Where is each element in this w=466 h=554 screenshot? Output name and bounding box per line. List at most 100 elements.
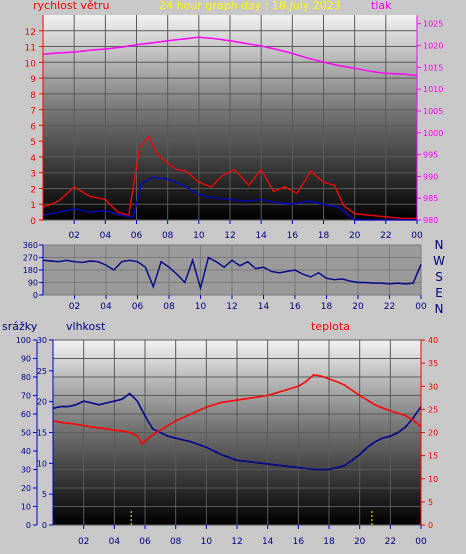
humidity-tick-label: 30 xyxy=(37,336,47,345)
wind-direction-line xyxy=(42,256,422,291)
wind-pressure-grid xyxy=(43,15,418,221)
precipitation-tick-label: 70 xyxy=(21,392,31,401)
x-tick-label: 04 xyxy=(100,231,112,241)
x-tick-label: 12 xyxy=(231,537,242,547)
x-tick-label: 06 xyxy=(132,302,144,312)
wind-speed-tick-label: 3 xyxy=(30,170,36,180)
humidity-axis-label: vlhkost xyxy=(66,320,106,333)
wind-speed-tick-label: 7 xyxy=(30,107,36,117)
x-tick-label: 18 xyxy=(318,231,330,241)
x-tick-label: 12 xyxy=(224,231,235,241)
compass-label: S xyxy=(435,270,443,284)
x-tick-label: 20 xyxy=(352,302,364,312)
x-tick-label: 04 xyxy=(100,302,112,312)
wind-speed-tick-label: 9 xyxy=(30,75,36,85)
precipitation-tick-label: 40 xyxy=(21,447,31,456)
pressure-tick-label: 1025 xyxy=(423,20,443,29)
humidity-tick-label: 20 xyxy=(37,398,47,407)
pressure-tick-label: 990 xyxy=(423,172,438,181)
wind-speed-tick-label: 1 xyxy=(30,201,36,211)
wind-pressure-series xyxy=(42,36,418,221)
wind-speed-tick-label: 12 xyxy=(25,28,36,38)
x-tick-label: 12 xyxy=(226,302,237,312)
x-tick-label: 00 xyxy=(415,302,427,312)
wind-pressure-x-ticks: 02 04 06 08 10 12 14 16 18 20 22 00 xyxy=(68,220,423,241)
precipitation-tick-label: 30 xyxy=(21,466,31,475)
x-tick-label: 00 xyxy=(411,231,423,241)
x-tick-label: 08 xyxy=(163,302,175,312)
pressure-tick-label: 1000 xyxy=(423,129,443,138)
x-tick-label: 02 xyxy=(78,537,89,547)
wind-pressure-title: 24 hour graph day : 18.July 2023 xyxy=(159,0,341,12)
wind-direction-x-ticks: 02 04 06 08 10 12 14 16 18 20 22 00 xyxy=(69,295,427,312)
direction-tick-label: 180 xyxy=(23,266,38,275)
x-tick-label: 00 xyxy=(415,537,427,547)
humidity-tick-label: 10 xyxy=(37,459,47,468)
humidity-tick-label: 0 xyxy=(42,521,47,530)
x-tick-label: 10 xyxy=(201,537,213,547)
x-tick-label: 16 xyxy=(293,537,305,547)
humidity-tick-label: 5 xyxy=(42,490,47,499)
wind-average-line xyxy=(42,176,417,221)
precipitation-tick-label: 50 xyxy=(21,429,31,438)
x-tick-label: 14 xyxy=(258,302,270,312)
wind-speed-tick-label: 2 xyxy=(30,185,36,195)
wind-speed-tick-label: 5 xyxy=(30,138,36,148)
wind-speed-tick-label: 10 xyxy=(25,59,37,69)
wind-speed-tick-label: 0 xyxy=(30,217,36,227)
pressure-tick-label: 995 xyxy=(423,151,438,160)
x-tick-label: 04 xyxy=(109,537,121,547)
temperature-ticks: 0 5 10 15 20 25 30 35 40 xyxy=(421,336,438,530)
compass-label: N xyxy=(435,238,444,252)
wind-direction-series xyxy=(42,256,422,291)
temperature-tick-label: 5 xyxy=(428,498,433,507)
temperature-tick-label: 15 xyxy=(428,452,438,461)
x-tick-label: 02 xyxy=(69,302,80,312)
temperature-tick-label: 40 xyxy=(428,336,438,345)
x-tick-label: 22 xyxy=(385,537,396,547)
humidity-temperature-panel: srážky vlhkost teplota 0 10 20 30 40 50 60 70 80… xyxy=(2,320,438,547)
compass-label: N xyxy=(435,302,444,316)
wind-speed-axis-label: rychlost větru xyxy=(33,0,109,12)
x-tick-label: 18 xyxy=(323,537,335,547)
humidity-tick-label: 15 xyxy=(37,429,47,438)
x-tick-label: 22 xyxy=(384,302,395,312)
x-tick-label: 20 xyxy=(349,231,361,241)
pressure-line xyxy=(42,36,418,77)
precipitation-tick-label: 80 xyxy=(21,373,31,382)
humidity-tick-label: 25 xyxy=(37,367,47,376)
direction-tick-label: 0 xyxy=(33,291,38,300)
precipitation-tick-label: 20 xyxy=(21,484,31,493)
pressure-tick-label: 1005 xyxy=(423,107,443,116)
temperature-tick-label: 35 xyxy=(428,359,438,368)
precipitation-tick-label: 100 xyxy=(16,336,31,345)
precipitation-tick-label: 90 xyxy=(21,355,31,364)
pressure-tick-label: 980 xyxy=(423,216,438,225)
humidity-temperature-x-ticks: 02 04 06 08 10 12 14 16 18 20 22 00 xyxy=(78,525,427,547)
x-tick-label: 14 xyxy=(255,231,267,241)
x-tick-label: 10 xyxy=(195,302,207,312)
precipitation-axis-label: srážky xyxy=(2,320,38,333)
temperature-axis-label: teplota xyxy=(311,320,350,333)
temperature-tick-label: 25 xyxy=(428,405,438,414)
precipitation-tick-label: 60 xyxy=(21,410,31,419)
wind-speed-tick-label: 8 xyxy=(30,91,36,101)
wind-speed-tick-label: 4 xyxy=(30,154,36,164)
x-tick-label: 10 xyxy=(193,231,205,241)
x-tick-label: 18 xyxy=(321,302,333,312)
pressure-axis-label: tlak xyxy=(371,0,392,12)
humidity-line xyxy=(52,392,422,471)
x-tick-label: 06 xyxy=(131,231,143,241)
temperature-tick-label: 30 xyxy=(428,382,438,391)
wind-gust-line xyxy=(42,135,417,220)
x-tick-label: 16 xyxy=(289,302,301,312)
temperature-tick-label: 20 xyxy=(428,429,438,438)
wind-speed-tick-label: 6 xyxy=(30,122,36,132)
compass-label: E xyxy=(435,286,443,300)
pressure-tick-label: 1010 xyxy=(423,85,443,94)
direction-tick-label: 270 xyxy=(23,254,38,263)
